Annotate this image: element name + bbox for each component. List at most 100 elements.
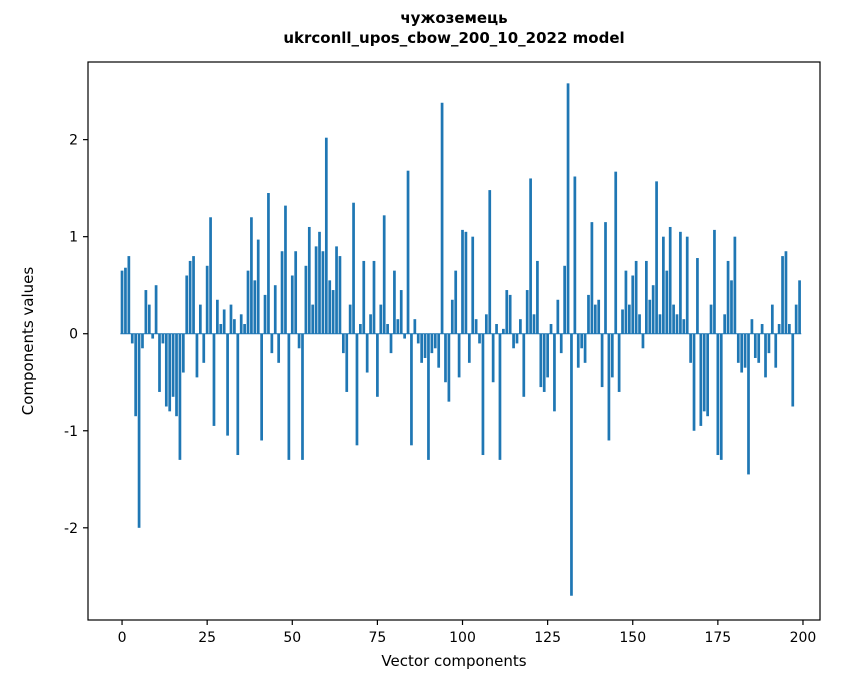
- bar: [440, 102, 444, 334]
- bar: [389, 333, 393, 354]
- bar: [130, 333, 134, 344]
- bar: [736, 333, 740, 363]
- bar: [713, 229, 716, 334]
- bar: [297, 333, 301, 349]
- bar: [556, 299, 560, 334]
- bar: [566, 83, 570, 334]
- plot-border: [87, 61, 821, 621]
- bar: [794, 304, 798, 334]
- bar: [246, 270, 250, 334]
- bar: [539, 333, 543, 388]
- bar: [491, 333, 495, 383]
- bar: [352, 202, 355, 334]
- bar: [192, 256, 195, 334]
- bar: [532, 314, 536, 334]
- bar: [522, 333, 526, 397]
- chart-title: чужоземець: [400, 9, 508, 27]
- bar: [185, 275, 189, 334]
- bar: [175, 333, 178, 417]
- bar: [747, 333, 750, 475]
- bar: [597, 299, 601, 334]
- bar: [593, 304, 597, 334]
- bar: [399, 290, 403, 334]
- bar: [607, 333, 611, 441]
- bar: [665, 270, 669, 334]
- bar: [219, 324, 223, 334]
- bar: [444, 333, 447, 383]
- bar: [525, 290, 529, 334]
- bar: [757, 333, 761, 363]
- bar: [719, 333, 723, 460]
- bar: [788, 324, 791, 334]
- bar: [515, 333, 519, 344]
- x-tick-label: 25: [198, 630, 216, 646]
- bar: [243, 324, 246, 334]
- bar: [250, 217, 253, 334]
- bar: [311, 304, 315, 334]
- bar: [427, 333, 430, 460]
- bar: [195, 333, 199, 378]
- bar: [198, 304, 202, 334]
- bar: [168, 333, 172, 412]
- bar: [662, 236, 665, 334]
- bar: [294, 251, 298, 334]
- bar: [403, 333, 406, 339]
- x-tick-label: 150: [619, 630, 646, 646]
- y-tick-label: 2: [69, 133, 78, 149]
- bar: [675, 314, 679, 334]
- bar: [750, 319, 754, 334]
- bar: [290, 275, 294, 334]
- bar: [147, 304, 151, 334]
- bar: [740, 333, 744, 373]
- bar: [164, 333, 168, 407]
- bar: [753, 333, 757, 358]
- bar: [764, 333, 767, 378]
- x-tick-label: 125: [534, 630, 561, 646]
- bar: [478, 333, 481, 344]
- bar: [359, 324, 362, 334]
- bar: [284, 205, 287, 334]
- bar: [457, 333, 461, 378]
- bar: [144, 290, 148, 334]
- bar: [209, 217, 212, 334]
- bar: [335, 246, 338, 334]
- bar: [668, 226, 672, 334]
- bar: [222, 309, 226, 334]
- bar: [791, 333, 795, 407]
- bar: [784, 251, 788, 334]
- bar: [158, 333, 161, 392]
- bar: [651, 285, 655, 334]
- bar: [307, 226, 311, 334]
- bar: [420, 333, 424, 363]
- y-tick-label: 1: [69, 230, 78, 246]
- bar: [471, 236, 475, 334]
- bar: [212, 333, 216, 426]
- bar: [685, 236, 689, 334]
- bar: [730, 280, 733, 334]
- bar: [774, 333, 778, 368]
- bar: [570, 333, 573, 596]
- bar: [263, 294, 267, 334]
- bar: [617, 333, 621, 392]
- bar: [702, 333, 706, 412]
- bar: [362, 260, 366, 334]
- bar: [655, 181, 658, 334]
- bar: [127, 256, 131, 334]
- bar: [372, 260, 376, 334]
- bar: [202, 333, 206, 363]
- bar: [723, 314, 727, 334]
- bar: [770, 304, 774, 334]
- bar: [256, 239, 260, 334]
- bar: [621, 309, 624, 334]
- bar: [563, 265, 567, 334]
- bar: [239, 314, 243, 334]
- bar: [253, 280, 257, 334]
- bar: [716, 333, 720, 456]
- bar: [587, 294, 590, 334]
- bar: [461, 229, 464, 334]
- bar: [365, 333, 369, 373]
- bar: [512, 333, 515, 349]
- bar: [369, 314, 372, 334]
- x-tick-label: 75: [368, 630, 386, 646]
- bar: [181, 333, 185, 373]
